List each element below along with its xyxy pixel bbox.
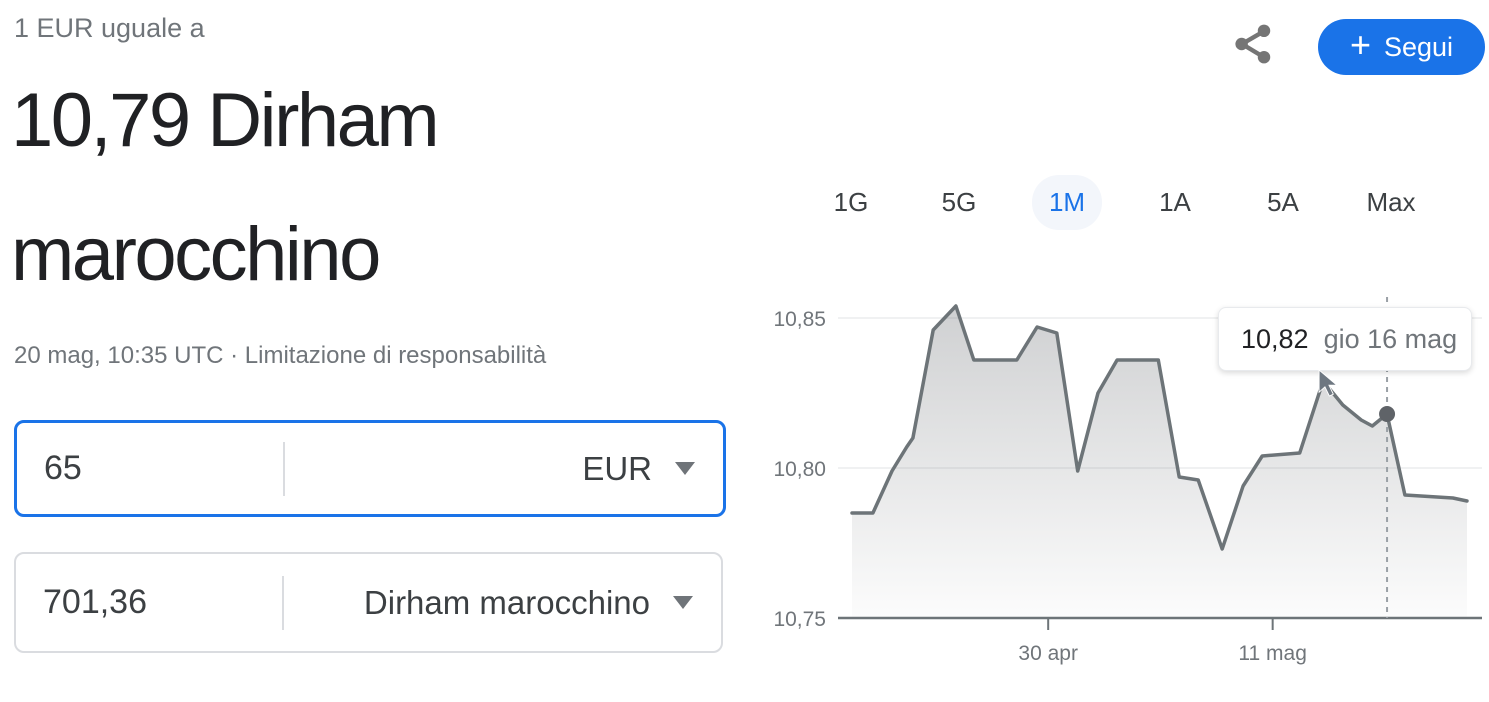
input-divider: [282, 575, 284, 630]
to-amount-input[interactable]: [43, 583, 253, 622]
y-axis-label: 10,85: [773, 308, 826, 331]
y-axis-label: 10,80: [773, 458, 826, 481]
from-currency-select[interactable]: EUR: [582, 450, 695, 488]
to-currency-label: Dirham marocchino: [363, 583, 650, 621]
data-point-dot: [1379, 406, 1396, 422]
disclaimer-link[interactable]: Limitazione di responsabilità: [244, 342, 547, 369]
area-fill: [852, 306, 1467, 618]
tab-1a[interactable]: 1A: [1159, 186, 1191, 217]
input-divider: [283, 441, 285, 496]
y-axis-label: 10,75: [773, 608, 826, 631]
tab-5a[interactable]: 5A: [1267, 186, 1299, 217]
chevron-down-icon: [675, 462, 695, 475]
time-range-tabs: 1G 5G 1M 1A 5A Max: [797, 174, 1445, 230]
timestamp-row: 20 mag, 10:35 UTC · Limitazione di respo…: [14, 342, 546, 370]
from-amount-input[interactable]: [44, 449, 254, 488]
timestamp: 20 mag, 10:35 UTC ·: [14, 342, 239, 369]
conversion-subtitle: 1 EUR uguale a: [14, 13, 205, 43]
share-button[interactable]: [1230, 20, 1276, 68]
tooltip-value: 10,82: [1241, 323, 1309, 354]
to-currency-select[interactable]: Dirham marocchino: [364, 584, 693, 622]
share-icon: [1235, 24, 1271, 64]
plus-icon: +: [1349, 24, 1371, 65]
exchange-rate-chart[interactable]: 10,85 10,80 10,75 30 apr 11 mag: [740, 275, 1489, 690]
tab-5g[interactable]: 5G: [941, 186, 977, 217]
to-amount-row: Dirham marocchino: [14, 552, 723, 653]
chart-tooltip: 10,82 gio 16 mag: [1218, 307, 1472, 371]
conversion-result-title: 10,79 Dirham marocchino: [11, 54, 440, 322]
follow-button[interactable]: + Segui: [1318, 19, 1485, 75]
chevron-down-icon: [673, 596, 693, 609]
title-line-1: 10,79 Dirham: [11, 78, 440, 163]
follow-button-label: Segui: [1383, 31, 1454, 62]
from-amount-row: EUR: [14, 420, 726, 517]
tab-1m[interactable]: 1M: [1013, 174, 1121, 230]
tab-1g[interactable]: 1G: [833, 186, 869, 217]
price-line: [850, 304, 1469, 551]
x-axis-label: 11 mag: [1238, 642, 1307, 665]
title-line-2: marocchino: [11, 212, 381, 297]
x-axis-label: 30 apr: [1018, 642, 1078, 665]
tab-max[interactable]: Max: [1366, 186, 1416, 217]
from-currency-label: EUR: [582, 449, 652, 487]
tooltip-date: gio 16 mag: [1323, 323, 1458, 354]
